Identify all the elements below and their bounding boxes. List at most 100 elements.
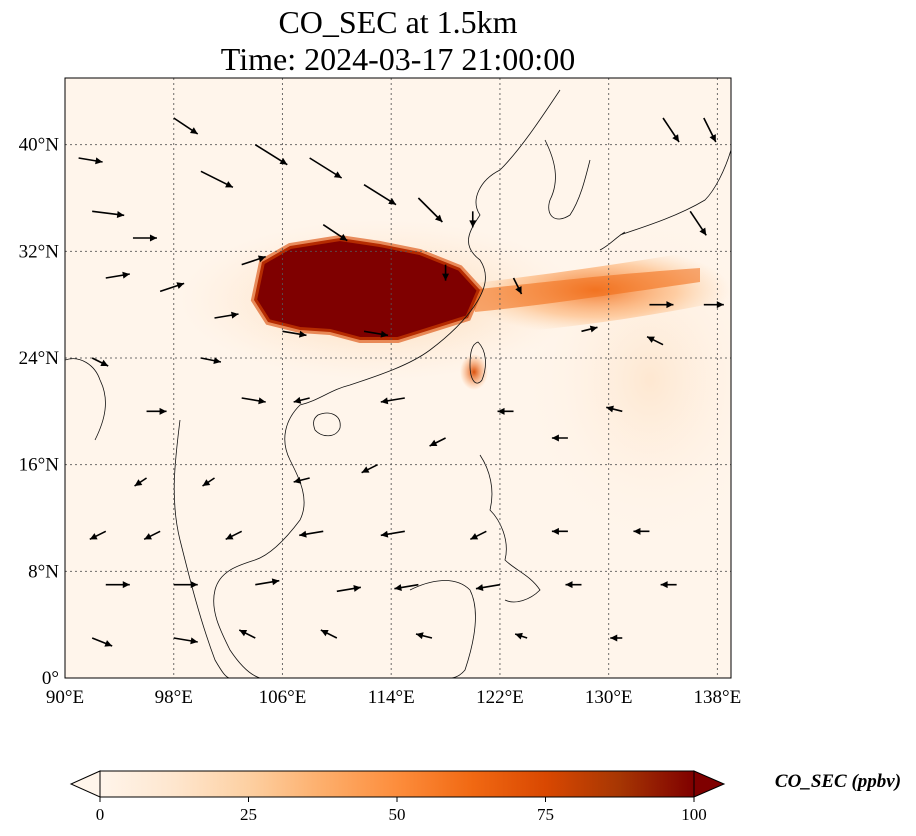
wind-arrow bbox=[146, 407, 167, 415]
colorbar-tick-label: 50 bbox=[389, 805, 406, 824]
wind-arrow bbox=[497, 407, 514, 415]
wind-arrow bbox=[662, 117, 680, 143]
taiwan-hotspot bbox=[460, 354, 488, 390]
wind-arrow bbox=[475, 583, 501, 591]
malay-coast bbox=[173, 419, 231, 678]
wind-arrow bbox=[293, 396, 310, 404]
x-tick-label: 98°E bbox=[155, 687, 193, 708]
wind-arrow bbox=[394, 583, 419, 591]
colorbar-ticks: 0 25 50 75 100 bbox=[96, 797, 707, 824]
wind-arrow bbox=[92, 210, 125, 218]
colorbar-tick-label: 25 bbox=[240, 805, 257, 824]
wind-arrow bbox=[633, 527, 650, 535]
x-tick-label: 114°E bbox=[368, 687, 415, 708]
colorbar-body bbox=[99, 770, 695, 798]
wind-arrow bbox=[689, 210, 707, 236]
wind-arrow bbox=[646, 335, 664, 346]
wind-arrow bbox=[649, 301, 674, 309]
wind-arrow bbox=[320, 629, 338, 639]
wind-arrow bbox=[173, 117, 199, 135]
wind-arrow bbox=[200, 170, 234, 189]
wind-arrow bbox=[105, 581, 130, 589]
colorbar-label: CO_SEC (ppbv) bbox=[775, 771, 901, 792]
outflow-core bbox=[470, 268, 700, 312]
wind-arrow bbox=[417, 197, 443, 223]
x-tick-label: 122°E bbox=[476, 687, 524, 708]
wind-arrow bbox=[78, 157, 103, 165]
wind-arrow bbox=[202, 477, 215, 487]
wind-arrow bbox=[514, 632, 528, 640]
wind-arrow bbox=[241, 255, 266, 266]
wind-arrow bbox=[363, 183, 397, 206]
wind-arrow bbox=[91, 357, 109, 367]
wind-arrow bbox=[606, 405, 623, 413]
gridlines bbox=[65, 78, 731, 678]
colorbar-extend-min bbox=[69, 770, 101, 798]
wind-arrow bbox=[173, 637, 198, 645]
wind-arrow bbox=[200, 357, 222, 365]
wind-arrow bbox=[132, 234, 157, 242]
title-line-1: CO_SEC at 1.5km bbox=[278, 4, 517, 40]
y-tick-label: 24°N bbox=[19, 348, 60, 369]
wind-arrow bbox=[309, 157, 343, 179]
wind-vectors bbox=[78, 117, 724, 647]
philippines-coast bbox=[479, 454, 541, 603]
wind-arrow bbox=[322, 224, 348, 242]
wind-arrow bbox=[361, 463, 378, 474]
wind-arrow bbox=[238, 629, 256, 639]
title-line-2: Time: 2024-03-17 21:00:00 bbox=[221, 41, 575, 77]
wind-arrow bbox=[336, 585, 361, 593]
wind-arrow bbox=[254, 143, 288, 166]
plume-core bbox=[254, 238, 480, 340]
wind-arrow bbox=[551, 434, 568, 442]
india-coast bbox=[65, 358, 106, 441]
y-tick-label: 8°N bbox=[28, 561, 59, 582]
wind-arrow bbox=[415, 632, 433, 640]
colorbar: 0 25 50 75 100 CO_SEC (ppbv) bbox=[69, 770, 901, 824]
wind-arrow bbox=[703, 301, 724, 309]
x-tick-label: 90°E bbox=[46, 687, 84, 708]
hainan-coast bbox=[313, 412, 341, 437]
wind-arrow bbox=[380, 530, 405, 538]
wind-arrow bbox=[282, 330, 307, 338]
y-tick-label: 40°N bbox=[19, 135, 60, 156]
wind-arrow bbox=[91, 637, 113, 647]
colorbar-tick-label: 0 bbox=[96, 805, 105, 824]
wind-arrow bbox=[293, 476, 310, 484]
x-tick-label: 106°E bbox=[259, 687, 307, 708]
y-tick-label: 16°N bbox=[19, 455, 60, 476]
wind-arrow bbox=[512, 277, 523, 295]
plume-edge bbox=[250, 234, 484, 343]
wind-arrow bbox=[581, 325, 598, 333]
wind-arrow bbox=[299, 530, 324, 538]
wind-arrow bbox=[255, 578, 280, 586]
wind-arrow bbox=[143, 530, 161, 541]
map-panel bbox=[65, 78, 731, 678]
indochina-coast bbox=[213, 404, 305, 678]
wind-arrow bbox=[660, 581, 677, 589]
x-axis-ticks: 90°E 98°E 106°E 114°E 122°E 130°E 138°E bbox=[46, 687, 741, 708]
wind-arrow bbox=[363, 330, 389, 338]
wind-arrow bbox=[551, 527, 568, 535]
wind-arrow bbox=[214, 311, 239, 319]
y-tick-label: 32°N bbox=[19, 241, 60, 262]
y-axis-ticks: 0° 8°N 16°N 24°N 32°N 40°N bbox=[19, 135, 60, 689]
wind-arrow bbox=[89, 530, 107, 541]
japan-coast bbox=[599, 149, 731, 251]
y-tick-label: 0° bbox=[42, 668, 59, 689]
wind-arrow bbox=[134, 477, 147, 487]
wind-arrow bbox=[469, 211, 477, 228]
borneo-coast bbox=[409, 580, 476, 678]
wind-arrow bbox=[159, 282, 185, 293]
wind-arrow bbox=[610, 634, 623, 642]
wind-arrow bbox=[380, 397, 405, 405]
map-frame bbox=[64, 77, 732, 679]
wind-arrow bbox=[241, 397, 266, 405]
x-tick-label: 138°E bbox=[694, 687, 742, 708]
colorbar-extend-max bbox=[693, 770, 726, 798]
colorbar-tick-label: 75 bbox=[537, 805, 554, 824]
wind-arrow bbox=[469, 530, 487, 541]
wind-arrow bbox=[105, 271, 130, 279]
x-tick-label: 130°E bbox=[585, 687, 633, 708]
